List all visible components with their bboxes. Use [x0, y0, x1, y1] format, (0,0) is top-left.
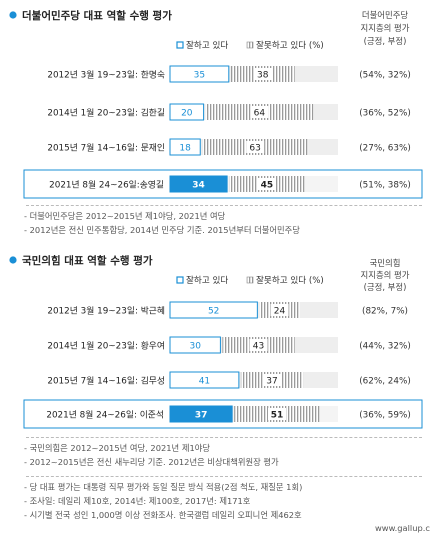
footer-note-1: - 당 대표 평가는 대통령 직무 평가와 동일 질문 방식 적용(2점 척도,… — [24, 482, 303, 492]
ppp-legend-label-good: 잘하고 있다 — [186, 274, 228, 286]
ppp-supporter-eval: (36%, 59%) — [359, 411, 411, 421]
dem-side-header-line: 더불어민주당 — [362, 10, 409, 20]
dem-bar-bad-label-bg — [250, 106, 269, 118]
ppp-category-label: 2021년 8월 24~26일: 이준석 — [46, 409, 164, 421]
dem-supporter-eval: (54%, 32%) — [359, 71, 411, 81]
dem-category-label: 2021년 8월 24~26일:송영길 — [49, 179, 164, 191]
ppp-bar-bad-label: 43 — [253, 342, 264, 352]
source-url: www.gallup.co.kr — [375, 523, 430, 533]
note-ppp-2: - 2012~2015년은 전신 새누리당 기준. 2012년은 비상대책위원장… — [24, 457, 279, 467]
dem-legend-label-good: 잘하고 있다 — [186, 39, 228, 51]
dem-bar-good — [169, 65, 230, 83]
footer-note-3: - 시기별 전국 성인 1,000명 이상 전화조사. 한국갤럽 데일리 오피니… — [24, 510, 302, 520]
dem-bar-bad-label-bg — [257, 178, 276, 190]
ppp-legend-label-bad: 잘못하고 있다 (%) — [256, 274, 324, 286]
dem-bar-good-label: 35 — [194, 71, 205, 81]
ppp-side-header-line: (긍정, 부정) — [364, 282, 407, 292]
dem-category-label: 2015년 7월 14~16일: 문재인 — [47, 142, 165, 154]
dem-bar-bad-label: 63 — [249, 144, 260, 154]
dem-bar-bad-label: 64 — [254, 109, 266, 119]
ppp-supporter-eval: (82%, 7%) — [362, 307, 408, 317]
dem-bar-good — [169, 138, 201, 156]
ppp-chart-title: 국민의힘 대표 역할 수행 평가 — [22, 254, 153, 267]
ppp-supporter-eval: (44%, 32%) — [359, 342, 411, 352]
ppp-bar-bad-label: 51 — [271, 411, 284, 421]
divider-footer — [26, 476, 422, 477]
ppp-legend-swatch-bad — [246, 276, 254, 284]
divider-dem-notes — [26, 205, 422, 206]
ppp-supporter-eval: (62%, 24%) — [359, 377, 411, 387]
ppp-bar-good-label: 37 — [195, 411, 208, 421]
ppp-bar-bad-label-bg — [249, 339, 268, 351]
dem-side-header-line: 지지층의 평가 — [361, 23, 410, 33]
dem-bar-good-label: 20 — [181, 109, 193, 119]
ppp-bar-bad-label-bg — [268, 408, 286, 420]
note-ppp-1: - 국민의힘은 2012~2015년 여당, 2021년 제1야당 — [24, 443, 210, 453]
dem-bar-bad-label: 45 — [261, 181, 274, 191]
ppp-bar-good — [169, 405, 233, 423]
ppp-bar-bad-label: 37 — [266, 377, 277, 387]
dem-supporter-eval: (51%, 38%) — [359, 181, 411, 191]
ppp-bar-good-label: 30 — [189, 342, 201, 352]
dem-bar-good — [169, 175, 228, 193]
ppp-category-label: 2014년 1월 20~23일: 황우여 — [47, 340, 165, 352]
dem-bar-bad-label: 38 — [257, 71, 269, 81]
dem-legend-swatch-bad — [246, 41, 254, 49]
dem-side-header-line: (긍정, 부정) — [364, 36, 407, 46]
ppp-category-label: 2015년 7월 14~16일: 김무성 — [47, 375, 165, 387]
dem-bar-bad-label-bg — [253, 68, 272, 80]
dem-category-label: 2014년 1월 20~23일: 김한길 — [47, 107, 165, 119]
dem-legend-swatch-good — [176, 41, 184, 49]
dem-supporter-eval: (36%, 52%) — [359, 109, 411, 119]
dem-bar-bad-label-bg — [246, 141, 265, 153]
dem-category-label: 2012년 3월 19~23일: 한명숙 — [47, 69, 165, 81]
note-dem-2: - 2012년은 전신 민주통합당, 2014년 민주당 기준. 2015년부터… — [24, 225, 300, 235]
ppp-bar-good — [169, 301, 258, 319]
dem-bar-good-label: 18 — [179, 144, 191, 154]
ppp-bar-good — [169, 371, 240, 389]
dem-chart-title: 더불어민주당 대표 역할 수행 평가 — [22, 9, 172, 22]
ppp-category-label: 2012년 3월 19~23일: 박근혜 — [47, 305, 165, 317]
dem-title-bullet-icon — [9, 11, 17, 19]
ppp-bar-bad-label: 24 — [274, 307, 286, 317]
ppp-side-header-line: 지지층의 평가 — [361, 270, 410, 280]
ppp-bar-bad-label-bg — [270, 304, 289, 316]
footer-note-2: - 조사일: 데일리 제10호, 2014년: 제100호, 2017년: 제1… — [24, 496, 251, 506]
ppp-side-header-line: 국민의힘 — [370, 258, 401, 268]
ppp-title-bullet-icon — [9, 256, 17, 264]
dem-supporter-eval: (27%, 63%) — [359, 144, 411, 154]
dem-bar-good-label: 34 — [192, 181, 205, 191]
ppp-bar-good — [169, 336, 221, 354]
divider-ppp-notes — [26, 437, 422, 438]
dem-bar-good — [169, 103, 205, 121]
ppp-legend-swatch-good — [176, 276, 184, 284]
note-dem-1: - 더불어민주당은 2012~2015년 제1야당, 2021년 여당 — [24, 211, 226, 221]
ppp-bar-good-label: 52 — [208, 307, 219, 317]
dem-legend-label-bad: 잘못하고 있다 (%) — [256, 39, 324, 51]
ppp-bar-bad-label-bg — [262, 374, 281, 386]
ppp-bar-good-label: 41 — [199, 377, 210, 387]
